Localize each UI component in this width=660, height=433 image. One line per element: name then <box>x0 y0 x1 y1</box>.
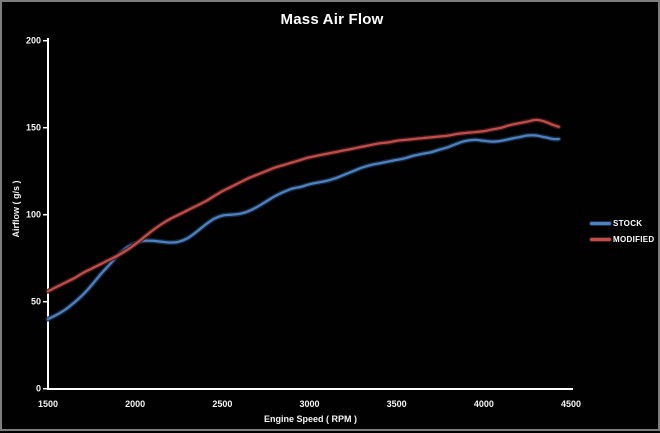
y-axis-title: Airflow ( g/s ) <box>11 180 21 238</box>
modified-series-halo <box>45 117 562 294</box>
legend: STOCK MODIFIED <box>590 215 655 247</box>
x-tick-label: 2500 <box>212 399 232 409</box>
y-tick-label: 100 <box>26 210 41 220</box>
x-tick-label: 3000 <box>299 399 319 409</box>
stock-line-swatch <box>590 221 611 225</box>
chart-title: Mass Air Flow <box>280 11 384 28</box>
legend-item-stock: STOCK <box>590 215 655 231</box>
legend-label-modified: MODIFIED <box>613 234 655 244</box>
x-tick-label: 2000 <box>125 399 145 409</box>
x-axis-title: Engine Speed ( RPM ) <box>263 414 357 424</box>
stock-series-halo <box>45 132 562 322</box>
y-tick-label: 200 <box>26 36 41 46</box>
stock-series-line <box>46 134 560 321</box>
y-tick-label: 50 <box>31 297 41 307</box>
modified-series-line <box>46 118 560 293</box>
modified-line-swatch <box>590 237 611 241</box>
x-tick-label: 1500 <box>38 399 58 409</box>
legend-item-modified: MODIFIED <box>590 231 655 247</box>
y-tick-label: 0 <box>36 384 41 394</box>
x-tick-label: 4500 <box>561 399 581 409</box>
y-tick-label: 150 <box>26 123 41 133</box>
x-tick-label: 3500 <box>387 399 407 409</box>
legend-label-stock: STOCK <box>613 218 643 228</box>
x-tick-label: 4000 <box>474 399 494 409</box>
